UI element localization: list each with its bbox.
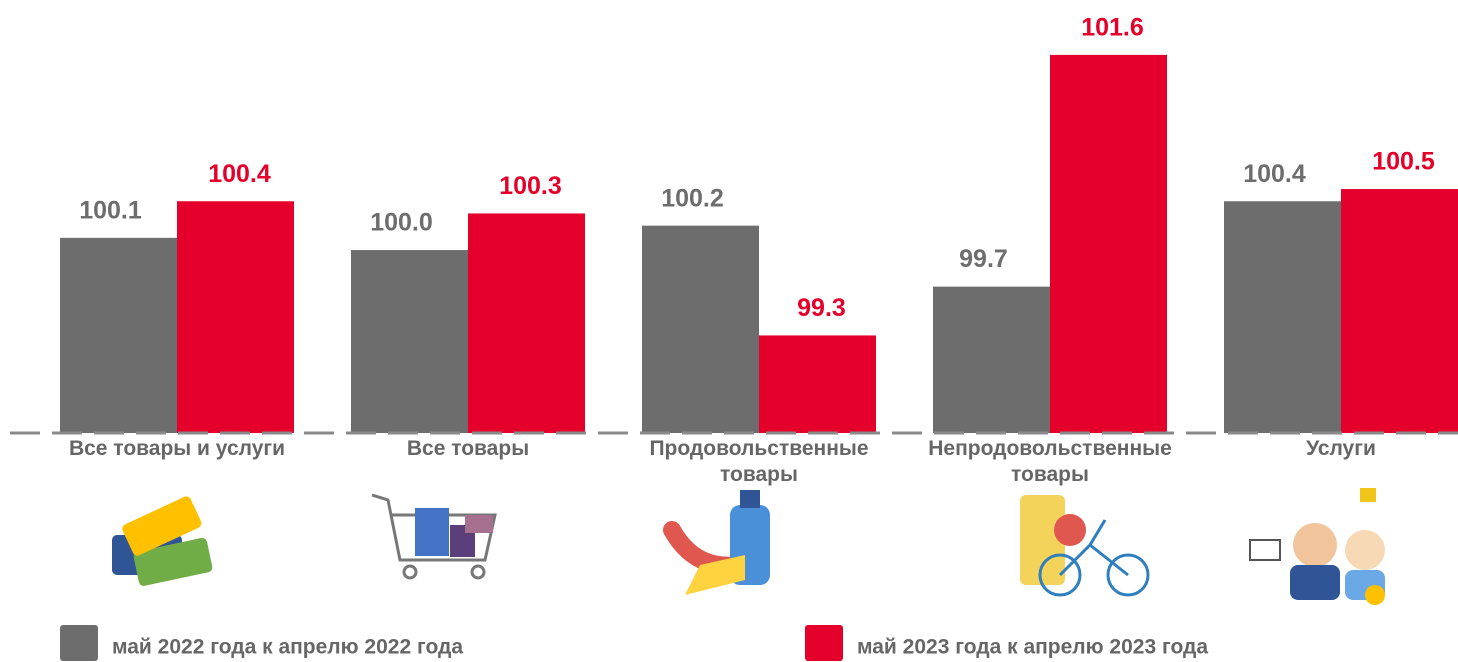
icon-goods xyxy=(1020,495,1150,597)
bar xyxy=(351,250,468,433)
icon-food xyxy=(663,490,770,595)
bar xyxy=(1341,189,1458,433)
category-label: Все товары и услуги xyxy=(68,437,286,460)
icon-cart xyxy=(371,493,497,580)
legend-label: май 2023 года к апрелю 2023 года xyxy=(857,636,1208,659)
category-label: Продовольственные товары xyxy=(649,437,869,486)
value-label: 100.1 xyxy=(79,196,142,224)
icon-services xyxy=(1249,488,1385,605)
bar xyxy=(60,237,177,433)
bar xyxy=(933,286,1050,433)
icon-tags xyxy=(112,496,213,586)
bar xyxy=(468,213,585,433)
bar xyxy=(642,225,759,433)
value-label: 100.5 xyxy=(1372,148,1435,176)
value-label: 101.6 xyxy=(1081,13,1144,41)
bar xyxy=(759,335,876,433)
icons xyxy=(112,488,1385,605)
value-label: 100.0 xyxy=(370,209,433,237)
legend-swatch xyxy=(60,625,98,661)
value-label: 100.3 xyxy=(499,172,562,200)
value-label: 99.3 xyxy=(797,294,846,322)
value-label: 100.4 xyxy=(208,160,271,188)
legend-swatch xyxy=(805,625,843,661)
value-label: 100.4 xyxy=(1243,160,1306,188)
value-label: 100.2 xyxy=(661,184,724,212)
bar xyxy=(177,201,294,433)
category-label: Все товары xyxy=(406,437,530,460)
category-label: Услуги xyxy=(1306,437,1376,460)
bar xyxy=(1224,201,1341,433)
bar xyxy=(1050,54,1167,433)
legend-label: май 2022 года к апрелю 2022 года xyxy=(112,636,463,659)
value-label: 99.7 xyxy=(959,245,1008,273)
category-label: Непродовольственные товары xyxy=(928,437,1172,486)
